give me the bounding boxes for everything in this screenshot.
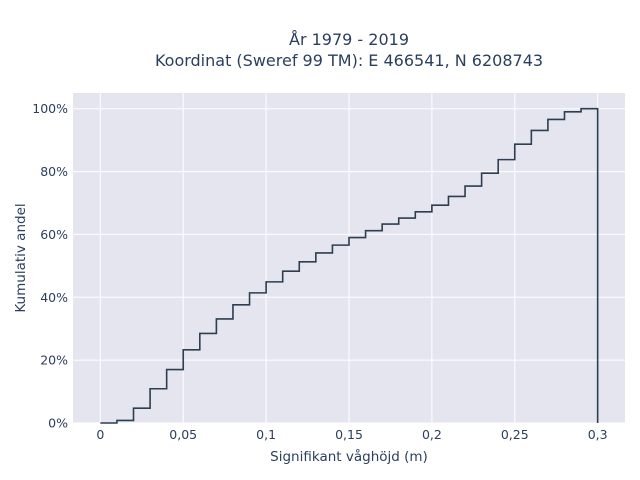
x-tick-label-4: 0,2 <box>422 427 442 442</box>
y-tick-label-2: 40% <box>40 290 68 305</box>
x-tick-label-1: 0,05 <box>169 427 197 442</box>
y-tick-labels: 0% 20% 40% 60% 80% 100% <box>32 101 68 430</box>
cumulative-step-line <box>100 107 599 424</box>
x-tick-label-0: 0 <box>96 427 104 442</box>
x-tick-label-2: 0,1 <box>256 427 276 442</box>
y-tick-label-3: 60% <box>40 227 68 242</box>
grid <box>73 93 625 424</box>
x-tick-label-5: 0,25 <box>501 427 529 442</box>
chart-title-line-2: Koordinat (Sweref 99 TM): E 466541, N 62… <box>155 51 543 70</box>
x-tick-labels: 0 0,05 0,1 0,15 0,2 0,25 0,3 <box>96 427 607 442</box>
x-tick-label-3: 0,15 <box>335 427 363 442</box>
y-tick-label-5: 100% <box>32 101 68 116</box>
y-axis-label: Kumulativ andel <box>13 203 29 312</box>
y-tick-label-4: 80% <box>40 164 68 179</box>
y-tick-label-1: 20% <box>40 353 68 368</box>
x-axis-label: Signifikant våghöjd (m) <box>270 448 428 465</box>
y-tick-label-0: 0% <box>48 416 68 431</box>
x-tick-label-6: 0,3 <box>588 427 608 442</box>
chart-title-line-1: År 1979 - 2019 <box>289 30 409 49</box>
